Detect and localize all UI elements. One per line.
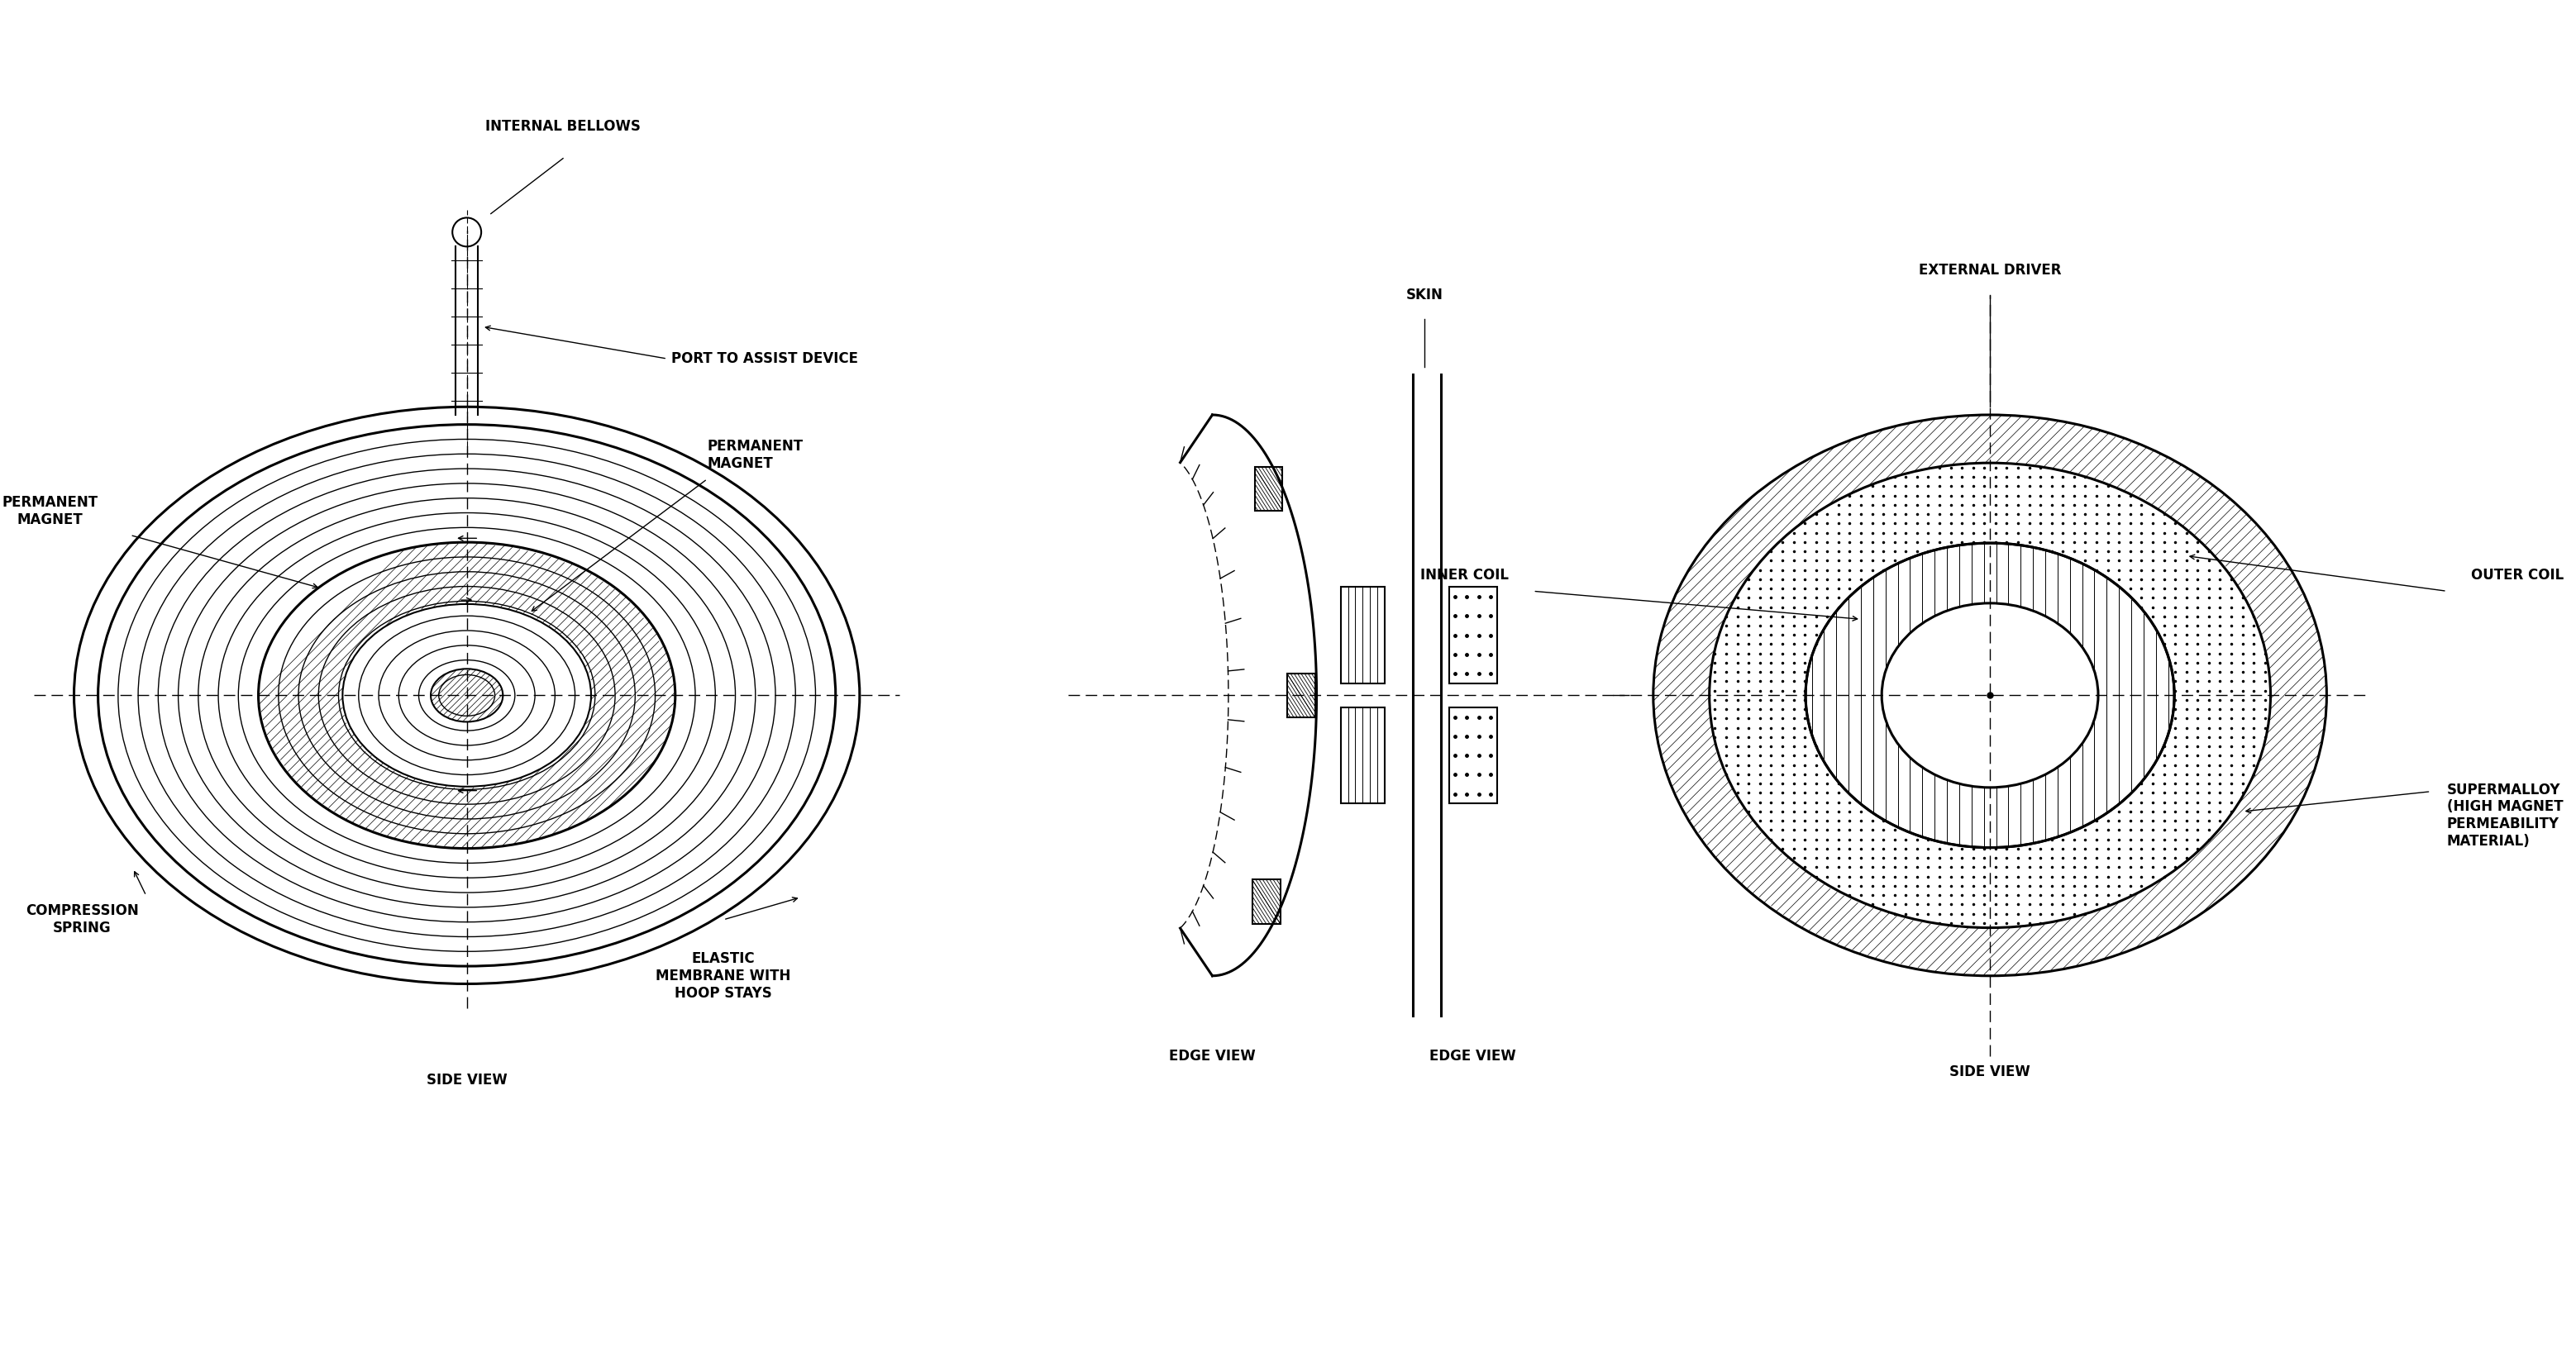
Text: OUTER COIL: OUTER COIL (2470, 567, 2563, 582)
Text: PERMANENT
MAGNET: PERMANENT MAGNET (3, 495, 98, 527)
Bar (1448, 588, 1497, 684)
Text: EDGE VIEW: EDGE VIEW (1170, 1049, 1255, 1064)
Bar (1288, 673, 1314, 718)
Text: SUPERMALLOY
(HIGH MAGNET
PERMEABILITY
MATERIAL): SUPERMALLOY (HIGH MAGNET PERMEABILITY MA… (2447, 783, 2563, 848)
Bar (1340, 588, 1386, 684)
Text: INTERNAL BELLOWS: INTERNAL BELLOWS (484, 119, 641, 134)
Ellipse shape (1880, 603, 2099, 787)
Text: INNER COIL: INNER COIL (1419, 567, 1510, 582)
Bar (1448, 707, 1497, 803)
Bar (1252, 879, 1280, 924)
Text: PERMANENT
MAGNET: PERMANENT MAGNET (708, 438, 804, 471)
Text: ELASTIC
MEMBRANE WITH
HOOP STAYS: ELASTIC MEMBRANE WITH HOOP STAYS (657, 951, 791, 1000)
Ellipse shape (1654, 415, 2326, 976)
Bar (1340, 707, 1386, 803)
Text: COMPRESSION
SPRING: COMPRESSION SPRING (26, 904, 139, 936)
Text: EDGE VIEW: EDGE VIEW (1430, 1049, 1517, 1064)
Ellipse shape (1710, 463, 2269, 928)
Circle shape (453, 217, 482, 247)
Ellipse shape (1806, 543, 2174, 848)
Bar (1255, 467, 1283, 512)
Text: EXTERNAL DRIVER: EXTERNAL DRIVER (1919, 263, 2061, 278)
Text: SKIN: SKIN (1406, 288, 1443, 303)
Text: SIDE VIEW: SIDE VIEW (428, 1072, 507, 1087)
Text: SIDE VIEW: SIDE VIEW (1950, 1064, 2030, 1079)
Text: PORT TO ASSIST DEVICE: PORT TO ASSIST DEVICE (672, 351, 858, 366)
